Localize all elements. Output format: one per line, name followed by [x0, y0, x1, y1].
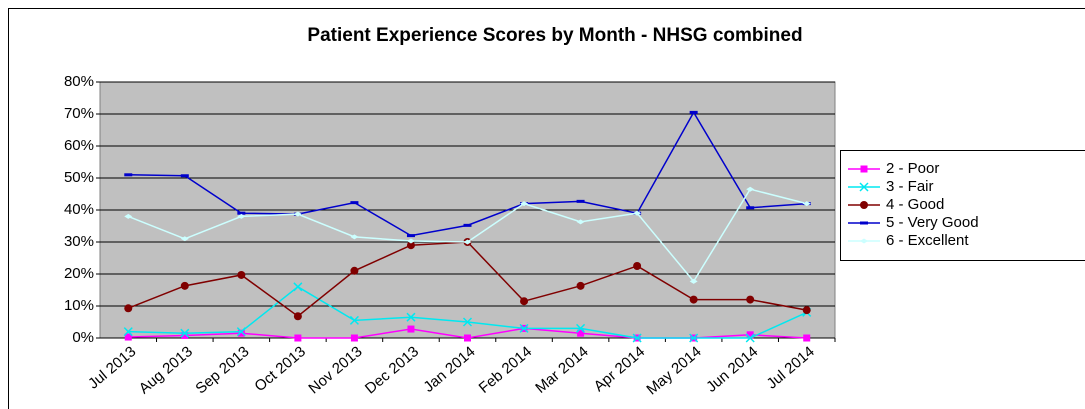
marker: [576, 281, 585, 290]
marker: [689, 333, 699, 343]
y-tick-label: 60%: [64, 137, 94, 154]
marker: [406, 241, 415, 250]
marker: [406, 234, 415, 238]
marker: [859, 182, 869, 192]
marker: [124, 213, 133, 219]
marker: [633, 210, 642, 216]
marker: [294, 334, 302, 342]
marker: [576, 199, 585, 203]
y-tick-label: 70%: [64, 105, 94, 122]
marker: [576, 219, 585, 225]
marker: [123, 327, 133, 337]
marker: [180, 236, 189, 242]
chart-title: Patient Experience Scores by Month - NHS…: [307, 25, 802, 46]
marker: [576, 323, 586, 333]
marker: [237, 329, 245, 337]
marker: [745, 333, 755, 343]
marker: [520, 201, 529, 207]
marker: [860, 201, 868, 209]
marker: [802, 306, 811, 315]
marker: [463, 239, 472, 245]
marker: [463, 223, 472, 227]
marker: [407, 325, 415, 333]
marker: [181, 331, 189, 339]
marker: [293, 211, 302, 217]
marker: [124, 333, 132, 341]
marker: [860, 165, 868, 173]
marker: [462, 317, 473, 327]
marker: [519, 323, 529, 333]
marker: [746, 331, 754, 339]
marker: [236, 327, 246, 337]
y-tick-label: 10%: [64, 297, 94, 314]
legend-label: 3 - Fair: [886, 178, 934, 195]
y-tick-label: 80%: [64, 73, 94, 90]
marker: [350, 234, 359, 240]
legend-label: 4 - Good: [886, 196, 944, 213]
marker: [293, 282, 303, 292]
marker: [860, 238, 868, 244]
marker: [520, 297, 529, 306]
marker: [180, 281, 189, 290]
y-tick-label: 20%: [64, 265, 94, 282]
marker: [633, 262, 642, 270]
y-tick-label: 0%: [72, 329, 94, 346]
marker: [746, 206, 755, 210]
marker: [293, 312, 302, 321]
marker: [689, 110, 698, 114]
marker: [350, 266, 359, 275]
legend-box: [840, 150, 1085, 261]
marker: [803, 334, 811, 342]
marker: [237, 270, 246, 279]
marker: [237, 213, 246, 219]
marker: [632, 333, 642, 343]
marker: [746, 295, 755, 304]
legend-label: 6 - Excellent: [886, 232, 969, 249]
marker: [406, 312, 416, 322]
legend-label: 2 - Poor: [886, 160, 939, 177]
marker: [464, 334, 471, 342]
marker: [124, 304, 133, 313]
marker: [180, 174, 189, 178]
marker: [802, 201, 811, 207]
marker: [350, 334, 358, 342]
marker: [237, 211, 246, 215]
y-tick-label: 40%: [64, 201, 94, 218]
marker: [350, 201, 359, 205]
marker: [860, 221, 868, 225]
marker: [124, 173, 133, 177]
marker: [406, 238, 415, 244]
y-tick-label: 50%: [64, 169, 94, 186]
marker: [689, 295, 698, 304]
marker: [689, 278, 698, 284]
y-tick-label: 30%: [64, 233, 94, 250]
marker: [349, 315, 359, 325]
marker: [180, 328, 190, 338]
legend-label: 5 - Very Good: [886, 214, 979, 231]
marker: [577, 329, 585, 337]
marker: [746, 186, 755, 192]
